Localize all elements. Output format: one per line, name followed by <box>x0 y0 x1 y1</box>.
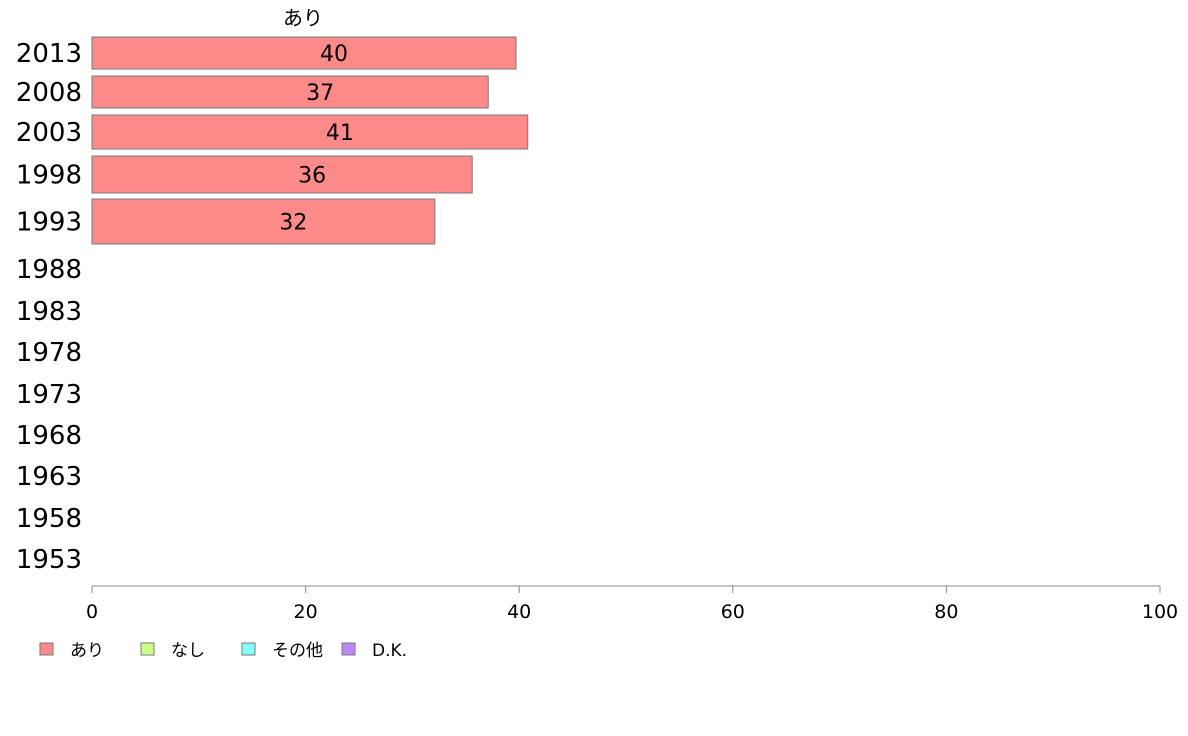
x-tick-label: 100 <box>1142 601 1178 623</box>
x-axis: 0 20 40 60 80 100 <box>86 585 1178 623</box>
year-label: 1993 <box>16 208 82 238</box>
x-tick-label: 0 <box>86 601 98 623</box>
bars-layer: あり 2013 40 2008 37 2003 41 1998 36 1993 32 1988 1983… <box>16 6 529 575</box>
series-header: あり <box>283 6 323 30</box>
year-label: 1958 <box>16 504 82 534</box>
bar <box>91 114 529 150</box>
year-label: 1978 <box>16 338 82 368</box>
bar-value-label: 40 <box>320 42 348 67</box>
legend-swatch <box>39 642 54 656</box>
bar <box>91 75 489 109</box>
x-tick-label: 80 <box>934 601 958 623</box>
year-label: 2008 <box>16 78 82 108</box>
year-label: 1983 <box>16 297 82 327</box>
legend-swatch <box>341 642 356 656</box>
year-label: 1998 <box>16 161 82 191</box>
x-tick-label: 40 <box>507 601 531 623</box>
legend-label: なし <box>171 641 205 661</box>
year-label: 2003 <box>16 118 82 148</box>
bar-value-label: 32 <box>279 211 307 236</box>
year-label: 1963 <box>16 462 82 492</box>
year-label: 1968 <box>16 421 82 451</box>
bar <box>91 36 517 70</box>
bar-value-label: 36 <box>298 164 326 189</box>
year-label: 1973 <box>16 380 82 410</box>
legend-swatch <box>241 642 256 656</box>
legend: あり なし その他 D.K. <box>39 641 407 661</box>
year-label: 1988 <box>16 255 82 285</box>
x-tick-label: 60 <box>721 601 745 623</box>
bar <box>91 198 436 245</box>
bar <box>91 155 473 194</box>
bar-value-label: 41 <box>326 121 354 146</box>
legend-swatch <box>140 642 155 656</box>
legend-label: その他 <box>272 641 323 661</box>
legend-label: あり <box>70 641 104 661</box>
bar-value-label: 37 <box>306 81 334 106</box>
year-label: 1953 <box>16 545 82 575</box>
legend-label: D.K. <box>372 641 407 661</box>
year-label: 2013 <box>16 39 82 69</box>
x-tick-label: 20 <box>294 601 318 623</box>
